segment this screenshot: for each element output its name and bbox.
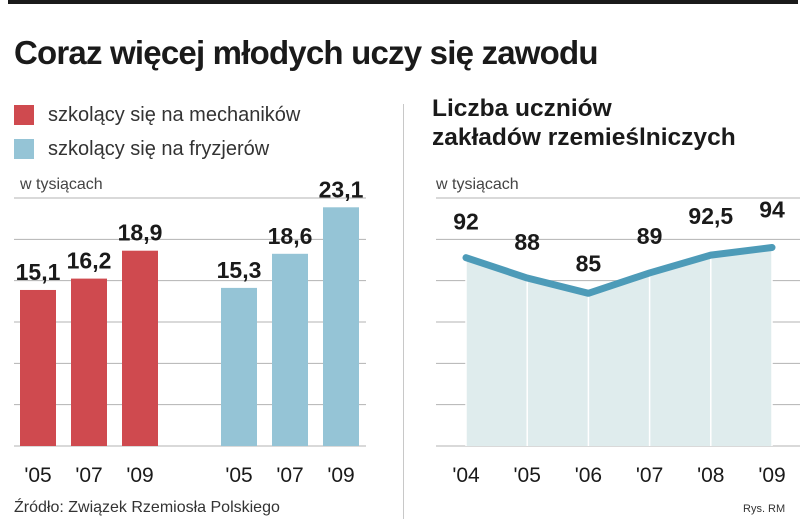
right-chart-title-line-2: zakładów rzemieślniczych (432, 124, 736, 151)
line-value-label: 85 (576, 250, 602, 276)
credit-note: Rys. RM (743, 503, 786, 515)
x-tick-label: '05 (24, 464, 51, 487)
x-tick-label: '05 (514, 464, 541, 487)
legend-swatch-hairdressers (14, 139, 34, 159)
line-value-label: 92 (453, 209, 479, 235)
x-tick-label: '06 (575, 464, 602, 487)
x-tick-label: '04 (452, 464, 480, 487)
legend-label-hairdressers: szkolący się na fryzjerów (48, 137, 270, 160)
bar-value-label: 15,1 (16, 259, 61, 285)
bar-value-label: 23,1 (319, 176, 364, 202)
data-point (648, 271, 652, 275)
top-rule (8, 0, 798, 4)
x-tick-label: '05 (225, 464, 252, 487)
legend-swatch-mechanics (14, 105, 34, 125)
line-value-label: 89 (637, 223, 663, 249)
x-tick-label: '09 (126, 464, 153, 487)
area-fill (466, 247, 772, 446)
line-value-label: 94 (759, 196, 785, 222)
x-tick-label: '07 (276, 464, 303, 487)
bar-mechanics (122, 250, 158, 446)
source-note: Źródło: Związek Rzemiosła Polskiego (14, 499, 280, 516)
line-value-label: 92,5 (688, 203, 733, 229)
bar-hairdressers (272, 253, 308, 446)
legend-label-mechanics: szkolący się na mechaników (48, 103, 301, 126)
legend-item-hairdressers: szkolący się na fryzjerów (14, 132, 300, 166)
panel-divider (403, 104, 404, 519)
headline: Coraz więcej młodych uczy się zawodu (14, 34, 599, 71)
line-value-label: 88 (514, 229, 540, 255)
x-tick-label: '07 (75, 464, 102, 487)
left-unit-label: w tysiącach (20, 176, 103, 193)
data-point (770, 245, 774, 249)
bar-value-label: 16,2 (67, 248, 112, 274)
x-tick-label: '09 (327, 464, 354, 487)
x-tick-label: '09 (758, 464, 785, 487)
bar-hairdressers (221, 287, 257, 446)
bar-value-label: 18,9 (118, 220, 163, 246)
data-point (709, 253, 713, 257)
bar-mechanics (71, 278, 107, 446)
bar-mechanics (20, 289, 56, 446)
legend: szkolący się na mechaników szkolący się … (14, 98, 300, 166)
data-point (525, 276, 529, 280)
right-chart-title-line-1: Liczba uczniów (432, 95, 612, 122)
x-tick-label: '07 (636, 464, 663, 487)
series-line (462, 243, 776, 297)
right-chart-title: Liczba uczniów zakładów rzemieślniczych (432, 94, 736, 152)
data-point (464, 256, 468, 260)
right-unit-label: w tysiącach (436, 176, 519, 193)
legend-item-mechanics: szkolący się na mechaników (14, 98, 300, 132)
bar-hairdressers (323, 207, 359, 446)
data-point (586, 291, 590, 295)
bar-value-label: 18,6 (268, 223, 313, 249)
x-tick-label: '08 (697, 464, 724, 487)
bar-value-label: 15,3 (217, 257, 262, 283)
